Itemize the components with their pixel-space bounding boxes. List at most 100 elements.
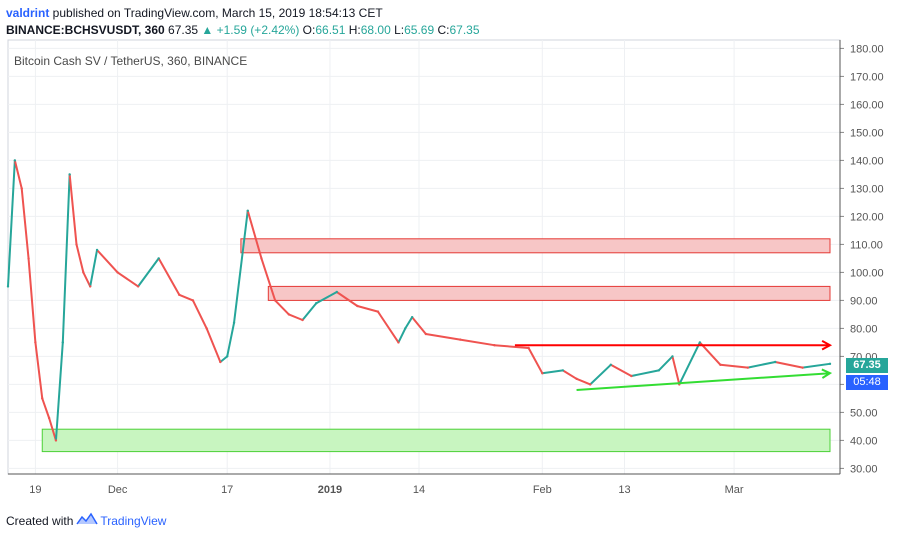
symbol-label: BINANCE:BCHSVUSDT, 360 [6,23,165,37]
price-segment [589,363,612,386]
footer: Created with TradingView [6,512,166,529]
price-segment [48,417,57,442]
price-segment [96,249,119,274]
price-segment [68,173,78,246]
price-point [136,285,140,288]
y-tick-label: 180.00 [850,43,884,55]
price-point [157,257,160,260]
price-point [6,285,10,288]
price-point [61,341,64,344]
price-segment [774,361,804,369]
x-tick-label: Mar [725,484,744,496]
price-segment [671,355,681,386]
bar-timer-badge: 05:48 [846,375,888,390]
x-tick-label: 13 [618,484,630,496]
price-point [82,271,85,274]
price-segment [301,302,318,321]
support-zone [41,428,831,453]
price-segment [13,159,23,190]
price-segment [191,299,208,330]
price-segment [27,257,37,344]
price-point [630,374,633,378]
price-segment [335,291,359,307]
price-segment [657,355,674,372]
price-point [75,243,78,246]
price-change: ▲ +1.59 (+2.42%) [201,23,300,37]
price-point [561,369,565,372]
y-tick-label: 30.00 [850,463,878,475]
price-point [657,369,660,372]
price-point [287,313,291,316]
high-value: 68.00 [360,23,391,37]
price-point [219,360,222,364]
price-segment [226,321,236,358]
price-point [801,366,804,369]
price-segment [493,344,530,349]
price-point [47,416,51,420]
author-name[interactable]: valdrint [6,6,50,20]
price-segment [54,341,64,442]
price-point [89,285,92,288]
support-arrow [576,372,831,391]
price-segment [7,159,16,288]
created-with-text: Created with [6,513,74,528]
price-point [589,383,592,386]
price-segment [61,173,71,344]
resistance-arrowhead [821,340,833,351]
price-point [774,360,777,364]
price-point [746,366,749,369]
y-tick-label: 50.00 [850,407,878,419]
resistance-zone [267,285,831,301]
price-segment [404,316,414,330]
price-segment [561,369,578,380]
price-point [246,209,249,212]
price-point [232,321,236,324]
price-point [20,187,23,190]
price-segment [356,305,379,313]
price-point [424,332,428,336]
x-tick-label: Dec [108,484,128,496]
y-tick-label: 90.00 [850,295,878,307]
price-point [609,363,612,366]
low-label: L: [390,23,405,37]
price-segment [459,338,496,347]
price-segment [630,369,660,377]
price-point [260,257,263,260]
price-point [541,372,544,375]
price-point [575,377,578,380]
price-segment [376,310,400,344]
y-tick-label: 150.00 [850,127,884,139]
price-segment [178,293,194,302]
price-point [493,344,496,347]
y-tick-label: 120.00 [850,211,884,223]
plot-frame [7,39,841,475]
price-point [301,318,304,322]
y-tick-label: 130.00 [850,183,884,195]
price-point [404,327,407,330]
price-point [397,341,400,344]
y-tick-label: 100.00 [850,267,884,279]
y-tick-label: 110.00 [850,239,883,251]
price-segment [527,347,544,375]
price-point [719,363,722,366]
price-point [68,173,71,176]
y-tick-label: 140.00 [850,155,884,167]
publish-line: valdrint published on TradingView.com, M… [6,6,383,20]
price-segment [575,377,592,386]
tradingview-link[interactable]: TradingView [100,513,167,528]
price-point [178,293,181,296]
price-point [527,346,530,350]
price-segment [719,363,749,369]
price-point [41,397,44,400]
x-tick-label: 14 [413,484,425,496]
y-tick-label: 80.00 [850,323,878,335]
price-segment [678,341,701,386]
price-point [13,159,17,162]
y-tick-label: 40.00 [850,435,878,447]
open-value: 66.51 [315,23,346,37]
price-segment [82,271,92,288]
x-tick-label: Feb [533,484,552,496]
price-point [315,302,318,305]
ohlc-line: BINANCE:BCHSVUSDT, 360 67.35 ▲ +1.59 (+2… [6,23,480,37]
